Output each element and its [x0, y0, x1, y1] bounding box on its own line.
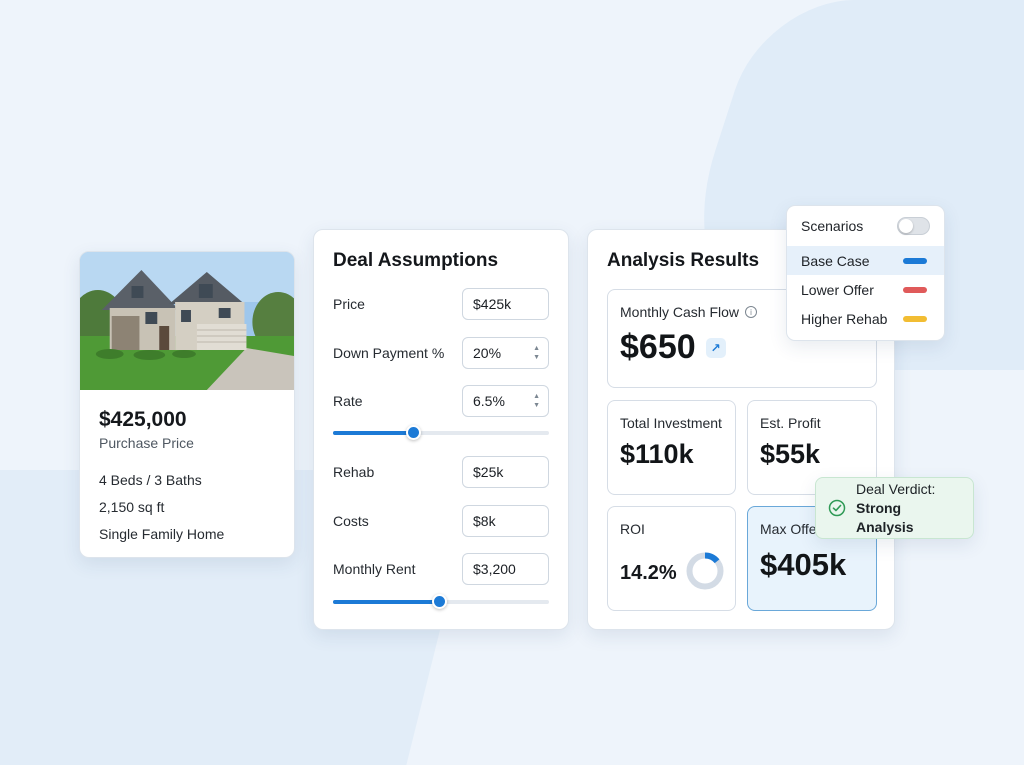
deal-verdict-label: Deal Verdict:	[856, 480, 936, 497]
rent-slider-fill	[333, 600, 439, 604]
check-circle-icon	[828, 499, 846, 517]
down-payment-label: Down Payment %	[333, 345, 445, 361]
down-payment-input-value: 20%	[473, 345, 502, 361]
rate-input[interactable]: 6.5% ▲ ▼	[462, 385, 549, 417]
field-row-down-payment: Down Payment % 20% ▲ ▼	[333, 337, 549, 369]
roi-value: 14.2%	[620, 562, 677, 584]
monthly-rent-input[interactable]: $3,200	[462, 553, 549, 585]
scenarios-toggle[interactable]	[897, 217, 930, 235]
property-type: Single Family Home	[99, 526, 225, 542]
scenarios-toggle-knob	[899, 219, 913, 233]
rehab-label: Rehab	[333, 464, 375, 480]
max-offer-tile: Max Offe $405k	[747, 506, 877, 611]
field-row-price: Price $425k	[333, 288, 549, 320]
rent-slider[interactable]	[333, 594, 549, 610]
monthly-cash-flow-value: $650	[620, 328, 696, 366]
scenario-base-case[interactable]: Base Case	[787, 246, 944, 275]
price-input-value: $425k	[473, 296, 512, 312]
scenarios-title: Scenarios	[801, 218, 864, 234]
info-icon[interactable]: i	[745, 306, 758, 318]
roi-tile: ROI 14.2%	[607, 506, 736, 611]
arrow-up-right-icon: ↗	[705, 337, 726, 358]
field-row-monthly-rent: Monthly Rent $3,200	[333, 553, 549, 585]
costs-input[interactable]: $8k	[462, 505, 549, 537]
monthly-cash-flow-label: Monthly Cash Flow	[620, 304, 740, 320]
costs-input-value: $8k	[473, 513, 496, 529]
deal-verdict-value: Strong Analysis	[856, 499, 914, 535]
field-row-rehab: Rehab $25k	[333, 456, 549, 488]
rate-slider[interactable]	[333, 425, 549, 441]
rate-input-value: 6.5%	[473, 393, 505, 409]
rehab-input-value: $25k	[473, 464, 504, 480]
scenario-color-swatch	[903, 315, 927, 322]
deal-assumptions-card: Deal Assumptions Price $425k Down Paymen…	[313, 229, 569, 630]
down-payment-input[interactable]: 20% ▲ ▼	[462, 337, 549, 369]
scenario-color-swatch	[903, 286, 927, 293]
house-photo	[80, 252, 294, 390]
monthly-cash-flow-value-row: $650 ↗	[620, 328, 864, 367]
rate-slider-handle[interactable]	[405, 425, 421, 440]
chevron-down-icon[interactable]: ▼	[533, 354, 540, 361]
roi-donut-chart	[686, 552, 724, 590]
deal-verdict-toast: Deal Verdict: Strong Analysis	[815, 477, 974, 539]
field-row-costs: Costs $8k	[333, 505, 549, 537]
max-offer-label: Max Offe	[760, 521, 817, 537]
chevron-up-icon[interactable]: ▲	[533, 345, 540, 352]
property-price-label: Purchase Price	[99, 435, 194, 451]
roi-label: ROI	[620, 521, 645, 537]
scenarios-panel: Scenarios Base Case Lower Offer Higher R…	[786, 205, 945, 341]
total-investment-label: Total Investment	[620, 415, 722, 431]
rate-slider-fill	[333, 431, 413, 435]
property-price: $425,000	[99, 408, 187, 431]
property-beds-baths: 4 Beds / 3 Baths	[99, 472, 202, 488]
scenario-label: Lower Offer	[801, 281, 874, 298]
chevron-up-icon[interactable]: ▲	[533, 393, 540, 400]
deal-assumptions-title: Deal Assumptions	[333, 250, 499, 271]
monthly-cash-flow-label-row: Monthly Cash Flow i	[620, 304, 864, 320]
down-payment-stepper[interactable]: ▲ ▼	[533, 344, 540, 362]
rent-slider-handle[interactable]	[431, 594, 447, 609]
deal-verdict-text: Deal Verdict: Strong Analysis	[856, 480, 961, 537]
price-label: Price	[333, 296, 365, 312]
monthly-rent-input-value: $3,200	[473, 561, 516, 577]
monthly-rent-label: Monthly Rent	[333, 561, 416, 577]
est-profit-label: Est. Profit	[760, 415, 821, 431]
est-profit-tile: Est. Profit $55k	[747, 400, 877, 495]
property-card: $425,000 Purchase Price 4 Beds / 3 Baths…	[79, 251, 295, 558]
costs-label: Costs	[333, 513, 369, 529]
max-offer-value: $405k	[760, 547, 847, 582]
scenario-higher-rehab[interactable]: Higher Rehab	[787, 304, 944, 333]
property-area: 2,150 sq ft	[99, 499, 165, 515]
analysis-results-title: Analysis Results	[607, 250, 760, 271]
total-investment-value: $110k	[620, 439, 694, 469]
est-profit-value: $55k	[760, 439, 821, 469]
rate-stepper[interactable]: ▲ ▼	[533, 392, 540, 410]
scenario-label: Base Case	[801, 252, 870, 269]
rate-slider-track	[333, 431, 549, 435]
total-investment-tile: Total Investment $110k	[607, 400, 736, 495]
scenario-lower-offer[interactable]: Lower Offer	[787, 275, 944, 304]
scenario-label: Higher Rehab	[801, 310, 888, 327]
roi-donut-arc	[686, 552, 724, 590]
price-input[interactable]: $425k	[462, 288, 549, 320]
scenarios-header: Scenarios	[787, 206, 944, 246]
field-row-rate: Rate 6.5% ▲ ▼	[333, 385, 549, 417]
chevron-down-icon[interactable]: ▼	[533, 402, 540, 409]
scenario-color-swatch	[903, 257, 927, 264]
rehab-input[interactable]: $25k	[462, 456, 549, 488]
rate-label: Rate	[333, 393, 363, 409]
